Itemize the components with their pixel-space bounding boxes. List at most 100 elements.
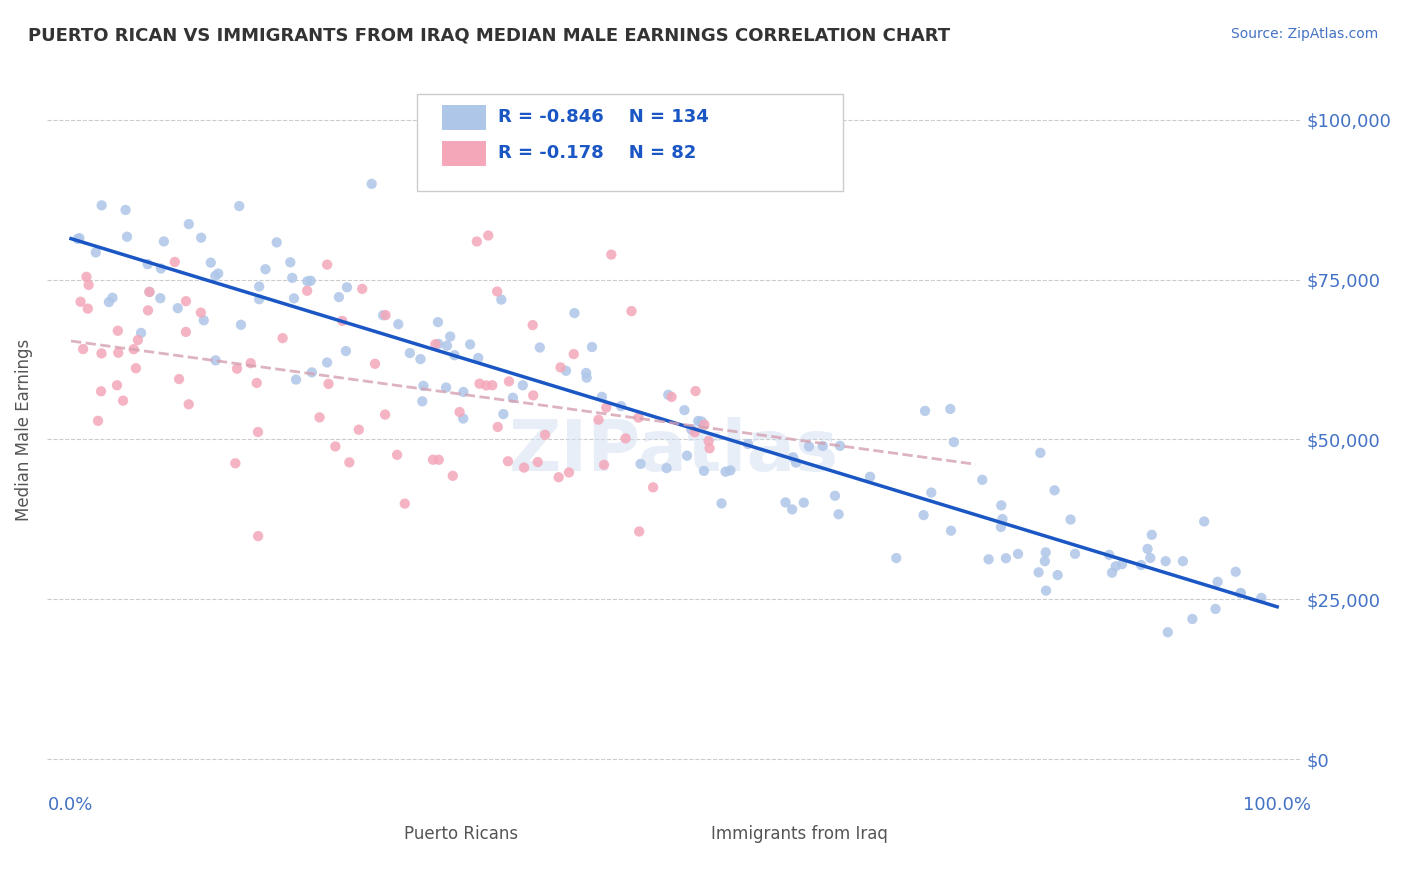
Point: [797, 440, 820, 454]
Point: [190, 305, 212, 319]
Point: [710, 496, 733, 510]
Point: [193, 313, 215, 327]
Point: [614, 431, 637, 445]
Point: [529, 341, 551, 355]
Point: [1140, 528, 1163, 542]
Point: [411, 394, 433, 409]
Point: [434, 380, 457, 394]
Point: [643, 480, 665, 494]
Point: [591, 390, 613, 404]
Point: [1181, 612, 1204, 626]
Point: [271, 331, 294, 345]
Point: [939, 401, 962, 416]
FancyBboxPatch shape: [718, 827, 749, 846]
Point: [90, 384, 112, 399]
Point: [200, 255, 222, 269]
Point: [247, 292, 270, 306]
Point: [828, 439, 851, 453]
Point: [67, 231, 90, 245]
Point: [107, 324, 129, 338]
FancyBboxPatch shape: [441, 141, 486, 166]
Point: [1033, 554, 1056, 568]
Point: [912, 508, 935, 522]
Point: [453, 384, 475, 399]
Point: [301, 365, 323, 379]
Point: [278, 255, 301, 269]
Point: [502, 391, 524, 405]
Point: [1225, 565, 1247, 579]
Point: [575, 366, 598, 380]
Point: [285, 373, 308, 387]
Point: [593, 458, 616, 472]
Point: [1043, 483, 1066, 498]
Point: [914, 404, 936, 418]
Point: [1111, 557, 1133, 571]
Point: [793, 495, 815, 509]
Point: [1098, 548, 1121, 562]
Point: [630, 457, 652, 471]
Point: [884, 551, 907, 566]
Point: [1029, 446, 1052, 460]
Y-axis label: Median Male Earnings: Median Male Earnings: [15, 339, 32, 521]
Point: [337, 455, 360, 469]
Point: [387, 317, 409, 331]
Point: [610, 399, 633, 413]
Point: [374, 308, 396, 322]
Point: [360, 177, 382, 191]
Point: [247, 529, 270, 543]
Text: Puerto Ricans: Puerto Ricans: [404, 825, 517, 844]
Point: [661, 390, 683, 404]
Point: [426, 315, 449, 329]
Point: [174, 325, 197, 339]
Point: [575, 370, 598, 384]
Point: [207, 267, 229, 281]
Point: [991, 512, 1014, 526]
Point: [655, 461, 678, 475]
Point: [394, 497, 416, 511]
Point: [374, 408, 396, 422]
Text: ZIPatlas: ZIPatlas: [509, 417, 839, 486]
Point: [581, 340, 603, 354]
Point: [149, 261, 172, 276]
Point: [122, 342, 145, 356]
Point: [627, 410, 650, 425]
Point: [1171, 554, 1194, 568]
Point: [1192, 515, 1215, 529]
Point: [534, 428, 557, 442]
Point: [246, 376, 269, 390]
Text: PUERTO RICAN VS IMMIGRANTS FROM IRAQ MEDIAN MALE EARNINGS CORRELATION CHART: PUERTO RICAN VS IMMIGRANTS FROM IRAQ MED…: [28, 27, 950, 45]
Point: [364, 357, 387, 371]
Point: [228, 199, 250, 213]
Point: [226, 361, 249, 376]
Point: [295, 284, 318, 298]
Point: [1206, 574, 1229, 589]
Point: [84, 245, 107, 260]
Point: [385, 448, 408, 462]
Point: [550, 360, 572, 375]
Point: [105, 378, 128, 392]
Point: [153, 235, 176, 249]
Point: [522, 388, 544, 402]
Point: [425, 337, 447, 351]
Point: [1028, 566, 1050, 580]
Point: [714, 465, 737, 479]
Point: [316, 355, 339, 369]
Point: [427, 452, 450, 467]
Point: [352, 282, 374, 296]
Point: [283, 291, 305, 305]
Point: [513, 460, 536, 475]
Point: [1007, 547, 1029, 561]
Point: [163, 255, 186, 269]
Point: [318, 376, 340, 391]
Point: [1157, 625, 1180, 640]
Point: [718, 463, 741, 477]
Point: [443, 348, 465, 362]
Point: [69, 294, 91, 309]
Point: [737, 437, 759, 451]
Point: [475, 378, 498, 392]
Point: [1250, 591, 1272, 605]
Point: [239, 356, 262, 370]
Point: [229, 318, 252, 332]
Point: [690, 415, 713, 429]
Point: [297, 274, 319, 288]
